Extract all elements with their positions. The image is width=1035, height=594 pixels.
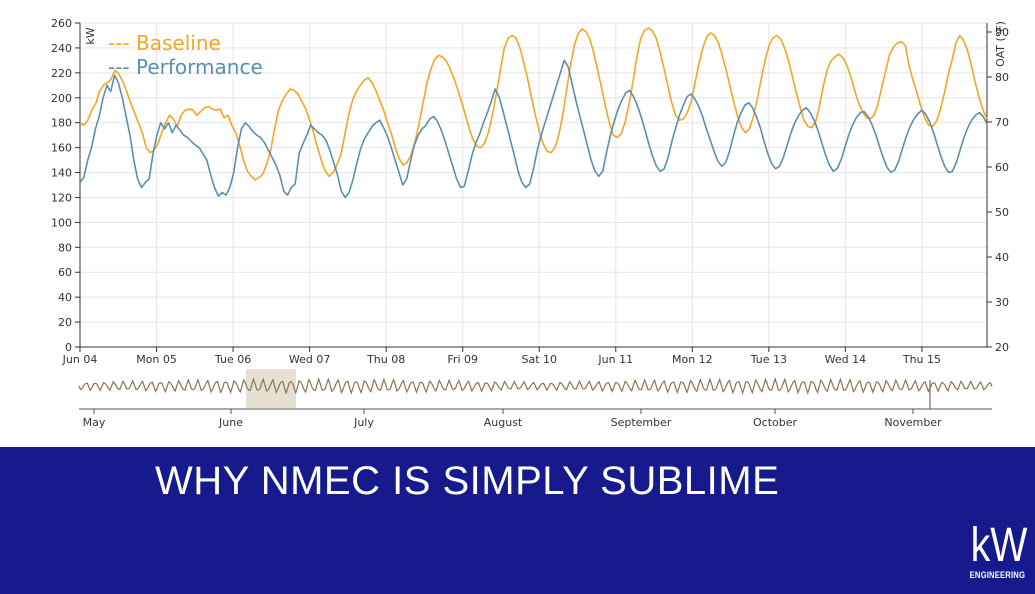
- tick-label-right: 90: [995, 26, 1009, 39]
- series-layer: [79, 27, 988, 199]
- tick-label-bottom: Mon 12: [672, 353, 713, 366]
- tick-label-right: 80: [995, 71, 1009, 84]
- tick-label-left: 100: [51, 216, 72, 229]
- axis-layer: 0 20 40 60 80 100 120 140 160 180 200 220 240 260 20 30…: [51, 17, 1009, 366]
- tick-label-bottom: Wed 14: [825, 353, 866, 366]
- navigator-series: [78, 377, 993, 395]
- tick-label-left: 60: [58, 266, 72, 279]
- grid-layer: [80, 22, 987, 348]
- title-banner: WHY NMEC IS SIMPLY SUBLIME kW ENGINEERIN…: [0, 447, 1035, 594]
- logo-subtitle: ENGINEERING: [969, 570, 1026, 580]
- tick-label-right: 70: [995, 116, 1009, 129]
- tick-label-left: 120: [51, 191, 72, 204]
- tick-label-bottom: Tue 06: [214, 353, 251, 366]
- tick-label-bottom: Wed 07: [289, 353, 330, 366]
- navigator-label: August: [484, 416, 523, 429]
- navigator-label: October: [753, 416, 797, 429]
- tick-label-right: 20: [995, 341, 1009, 354]
- navigator-label: May: [83, 416, 106, 429]
- chart-svg: 0 20 40 60 80 100 120 140 160 180 200 220 240 260 20 30…: [51, 17, 1009, 429]
- tick-label-bottom: Mon 05: [136, 353, 177, 366]
- tick-label-left: 40: [58, 291, 72, 304]
- legend-performance[interactable]: --- Performance: [108, 55, 263, 79]
- navigator[interactable]: May June July August September October Novembe…: [78, 369, 993, 429]
- banner-title: WHY NMEC IS SIMPLY SUBLIME: [155, 459, 780, 503]
- legend-baseline[interactable]: --- Baseline: [108, 31, 221, 55]
- tick-label-left: 140: [51, 167, 72, 180]
- navigator-label: November: [884, 416, 942, 429]
- navigator-label: July: [353, 416, 374, 429]
- navigator-selection: [246, 369, 296, 408]
- tick-label-bottom: Jun 11: [597, 353, 633, 366]
- tick-label-bottom: Thu 08: [366, 353, 405, 366]
- legend[interactable]: --- Baseline --- Performance: [108, 31, 263, 79]
- tick-label-right: 30: [995, 296, 1009, 309]
- tick-label-left: 80: [58, 241, 72, 254]
- y-axis-left-label: kW: [84, 27, 97, 44]
- tick-label-left: 160: [51, 142, 72, 155]
- tick-label-left: 180: [51, 117, 72, 130]
- kw-engineering-logo: kW ENGINEERING: [965, 519, 1028, 585]
- tick-label-left: 240: [51, 42, 72, 55]
- tick-label-bottom: Sat 10: [521, 353, 557, 366]
- tick-label-left: 0: [65, 341, 72, 354]
- series-line-performance: [79, 59, 988, 199]
- tick-label-bottom: Tue 13: [750, 353, 787, 366]
- tick-label-right: 40: [995, 251, 1009, 264]
- navigator-label: June: [218, 416, 243, 429]
- tick-label-right: 50: [995, 206, 1009, 219]
- tick-label-left: 220: [51, 67, 72, 80]
- tick-label-right: 60: [995, 161, 1009, 174]
- y-axis-right-label: OAT (°F): [994, 21, 1007, 67]
- tick-label-left: 200: [51, 92, 72, 105]
- series-line-baseline: [79, 27, 988, 181]
- tick-label-bottom: Fri 09: [447, 353, 478, 366]
- tick-label-bottom: Jun 04: [62, 353, 98, 366]
- logo-mark: kW: [970, 519, 1028, 572]
- tick-label-left: 20: [58, 316, 72, 329]
- navigator-label: September: [611, 416, 672, 429]
- tick-label-bottom: Thu 15: [902, 353, 941, 366]
- tick-label-left: 260: [51, 17, 72, 30]
